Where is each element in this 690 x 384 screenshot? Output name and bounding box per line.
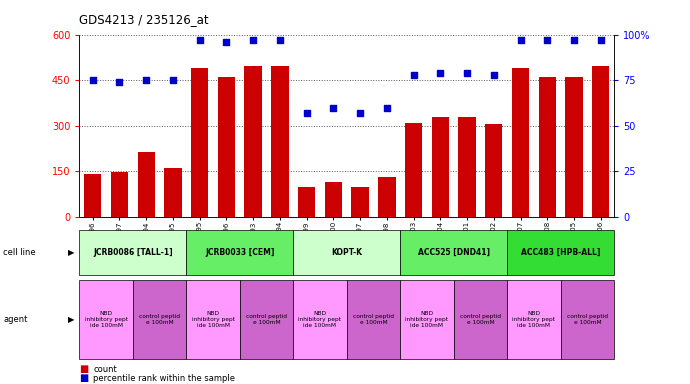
- Bar: [351, 187, 368, 217]
- Point: [275, 37, 286, 43]
- Text: ACC525 [DND41]: ACC525 [DND41]: [417, 248, 490, 257]
- Point: [168, 77, 179, 83]
- Bar: [218, 76, 235, 217]
- Bar: [137, 152, 155, 217]
- Bar: [325, 182, 342, 217]
- Bar: [512, 68, 529, 217]
- Bar: [565, 76, 582, 217]
- Bar: [458, 117, 475, 217]
- Point: [328, 104, 339, 111]
- Point: [301, 110, 312, 116]
- Text: control peptid
e 100mM: control peptid e 100mM: [353, 314, 394, 325]
- Text: ■: ■: [79, 364, 88, 374]
- Bar: [164, 168, 181, 217]
- Point: [114, 79, 125, 85]
- Text: ■: ■: [79, 373, 88, 383]
- Bar: [84, 174, 101, 217]
- Point: [542, 37, 553, 43]
- Point: [408, 72, 419, 78]
- Text: NBD
inhibitory pept
ide 100mM: NBD inhibitory pept ide 100mM: [299, 311, 342, 328]
- Point: [382, 104, 393, 111]
- Text: KOPT-K: KOPT-K: [331, 248, 362, 257]
- Text: NBD
inhibitory pept
ide 100mM: NBD inhibitory pept ide 100mM: [513, 311, 555, 328]
- Bar: [378, 177, 395, 217]
- Text: ▶: ▶: [68, 248, 75, 257]
- Text: percentile rank within the sample: percentile rank within the sample: [93, 374, 235, 383]
- Point: [595, 37, 607, 43]
- Bar: [592, 66, 609, 217]
- Text: NBD
inhibitory pept
ide 100mM: NBD inhibitory pept ide 100mM: [85, 311, 128, 328]
- Bar: [271, 66, 288, 217]
- Bar: [244, 66, 262, 217]
- Bar: [298, 187, 315, 217]
- Text: JCRB0033 [CEM]: JCRB0033 [CEM]: [205, 248, 275, 257]
- Bar: [539, 76, 556, 217]
- Bar: [405, 123, 422, 217]
- Text: count: count: [93, 365, 117, 374]
- Point: [515, 37, 526, 43]
- Point: [569, 37, 580, 43]
- Bar: [432, 117, 449, 217]
- Point: [87, 77, 98, 83]
- Point: [194, 37, 205, 43]
- Point: [221, 39, 232, 45]
- Bar: [485, 124, 502, 217]
- Text: ACC483 [HPB-ALL]: ACC483 [HPB-ALL]: [521, 248, 600, 257]
- Text: GDS4213 / 235126_at: GDS4213 / 235126_at: [79, 13, 209, 26]
- Text: control peptid
e 100mM: control peptid e 100mM: [567, 314, 608, 325]
- Text: JCRB0086 [TALL-1]: JCRB0086 [TALL-1]: [93, 248, 172, 257]
- Text: control peptid
e 100mM: control peptid e 100mM: [139, 314, 180, 325]
- Text: NBD
inhibitory pept
ide 100mM: NBD inhibitory pept ide 100mM: [192, 311, 235, 328]
- Point: [248, 37, 259, 43]
- Point: [355, 110, 366, 116]
- Text: control peptid
e 100mM: control peptid e 100mM: [246, 314, 287, 325]
- Text: cell line: cell line: [3, 248, 36, 257]
- Point: [462, 70, 473, 76]
- Text: agent: agent: [3, 315, 28, 324]
- Bar: [191, 68, 208, 217]
- Point: [489, 72, 500, 78]
- Text: ▶: ▶: [68, 315, 75, 324]
- Text: control peptid
e 100mM: control peptid e 100mM: [460, 314, 501, 325]
- Point: [141, 77, 152, 83]
- Point: [435, 70, 446, 76]
- Text: NBD
inhibitory pept
ide 100mM: NBD inhibitory pept ide 100mM: [406, 311, 448, 328]
- Bar: [111, 172, 128, 217]
